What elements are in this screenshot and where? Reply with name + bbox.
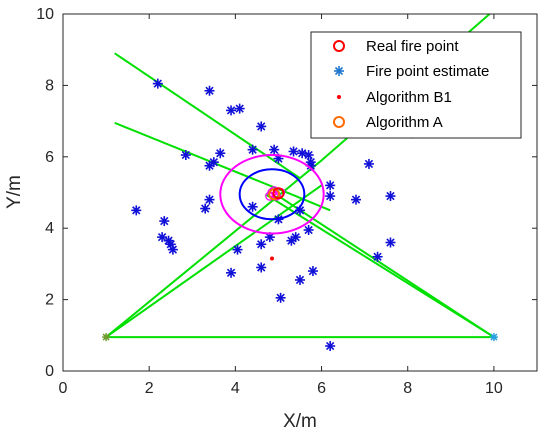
estimate-point: [290, 232, 301, 243]
legend: Real fire point Fire point estimate Algo…: [310, 31, 522, 139]
estimate-point: [295, 274, 305, 285]
estimate-point: [275, 292, 286, 303]
anchor-marker: [102, 333, 111, 342]
estimate-point: [180, 150, 191, 161]
x-tick-label: 4: [231, 380, 240, 397]
estimate-point: [363, 158, 374, 169]
estimate-point: [288, 146, 299, 157]
estimate-point: [215, 148, 226, 159]
estimate-point: [256, 121, 267, 132]
estimate-point: [247, 144, 258, 155]
y-tick-label: 2: [45, 292, 54, 309]
estimate-point: [385, 191, 396, 202]
estimate-point: [204, 85, 215, 96]
estimate-point: [226, 105, 237, 116]
legend-estimate-marker: [334, 66, 344, 76]
legend-real-fire-marker: [333, 40, 345, 52]
estimate-point: [256, 262, 267, 273]
legend-label-a: Algorithm A: [366, 114, 443, 131]
green-line-path: [264, 193, 495, 338]
estimate-point: [152, 78, 163, 89]
estimate-point: [131, 205, 142, 216]
green-line-path: [114, 121, 331, 212]
y-tick-label: 4: [45, 220, 54, 237]
legend-label-b1: Algorithm B1: [366, 89, 452, 106]
plot-frame: [62, 13, 538, 372]
legend-box: [310, 31, 522, 139]
estimate-point: [303, 224, 314, 235]
legend-b1-marker: [337, 95, 341, 99]
estimate-point: [208, 157, 219, 168]
estimate-point: [303, 150, 314, 161]
y-tick-label: 8: [45, 77, 54, 94]
x-tick-label: 8: [403, 380, 412, 397]
real-fire-point: [272, 187, 285, 200]
estimate-point: [200, 203, 211, 214]
green-line-path: [105, 184, 323, 338]
estimate-point: [167, 244, 178, 255]
algorithm-b1-point: [269, 256, 274, 261]
x-axis-label: X/m: [283, 411, 317, 432]
estimate-point: [234, 103, 245, 114]
x-tick-label: 6: [317, 380, 326, 397]
estimate-point: [325, 341, 336, 352]
estimate-point: [385, 237, 396, 248]
x-tick-label: 2: [145, 380, 154, 397]
y-axis-label: Y/m: [4, 175, 25, 209]
estimate-point: [325, 191, 336, 202]
estimate-point: [226, 267, 237, 278]
legend-label-real-fire: Real fire point: [366, 38, 459, 55]
confidence-ellipse: [238, 168, 306, 221]
estimate-point: [159, 216, 170, 227]
y-tick-label: 6: [45, 149, 54, 166]
estimate-point: [204, 194, 215, 205]
estimate-point: [247, 201, 258, 212]
estimate-point: [351, 194, 362, 205]
estimate-point: [256, 239, 267, 250]
legend-a-marker: [333, 116, 345, 128]
x-tick-label: 0: [59, 380, 68, 397]
confidence-ellipse: [219, 154, 325, 235]
legend-label-estimate: Fire point estimate: [366, 63, 489, 80]
y-tick-label: 10: [36, 6, 54, 23]
green-line-path: [114, 52, 301, 180]
estimate-point: [372, 251, 383, 262]
estimate-point: [269, 144, 280, 155]
estimate-point: [297, 148, 308, 159]
estimate-point: [307, 266, 318, 277]
estimate-point: [264, 232, 275, 243]
y-tick-label: 0: [45, 363, 54, 380]
estimate-point: [232, 244, 243, 255]
anchor-marker: [489, 333, 498, 342]
x-tick-label: 10: [485, 380, 503, 397]
estimate-point: [325, 180, 336, 191]
